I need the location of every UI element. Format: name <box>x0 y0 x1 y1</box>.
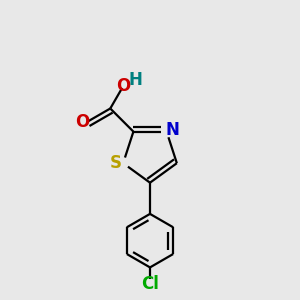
Text: S: S <box>110 154 122 172</box>
Text: O: O <box>76 113 90 131</box>
Text: H: H <box>129 71 142 89</box>
Text: N: N <box>165 121 179 139</box>
Text: Cl: Cl <box>141 275 159 293</box>
Text: O: O <box>116 77 131 95</box>
